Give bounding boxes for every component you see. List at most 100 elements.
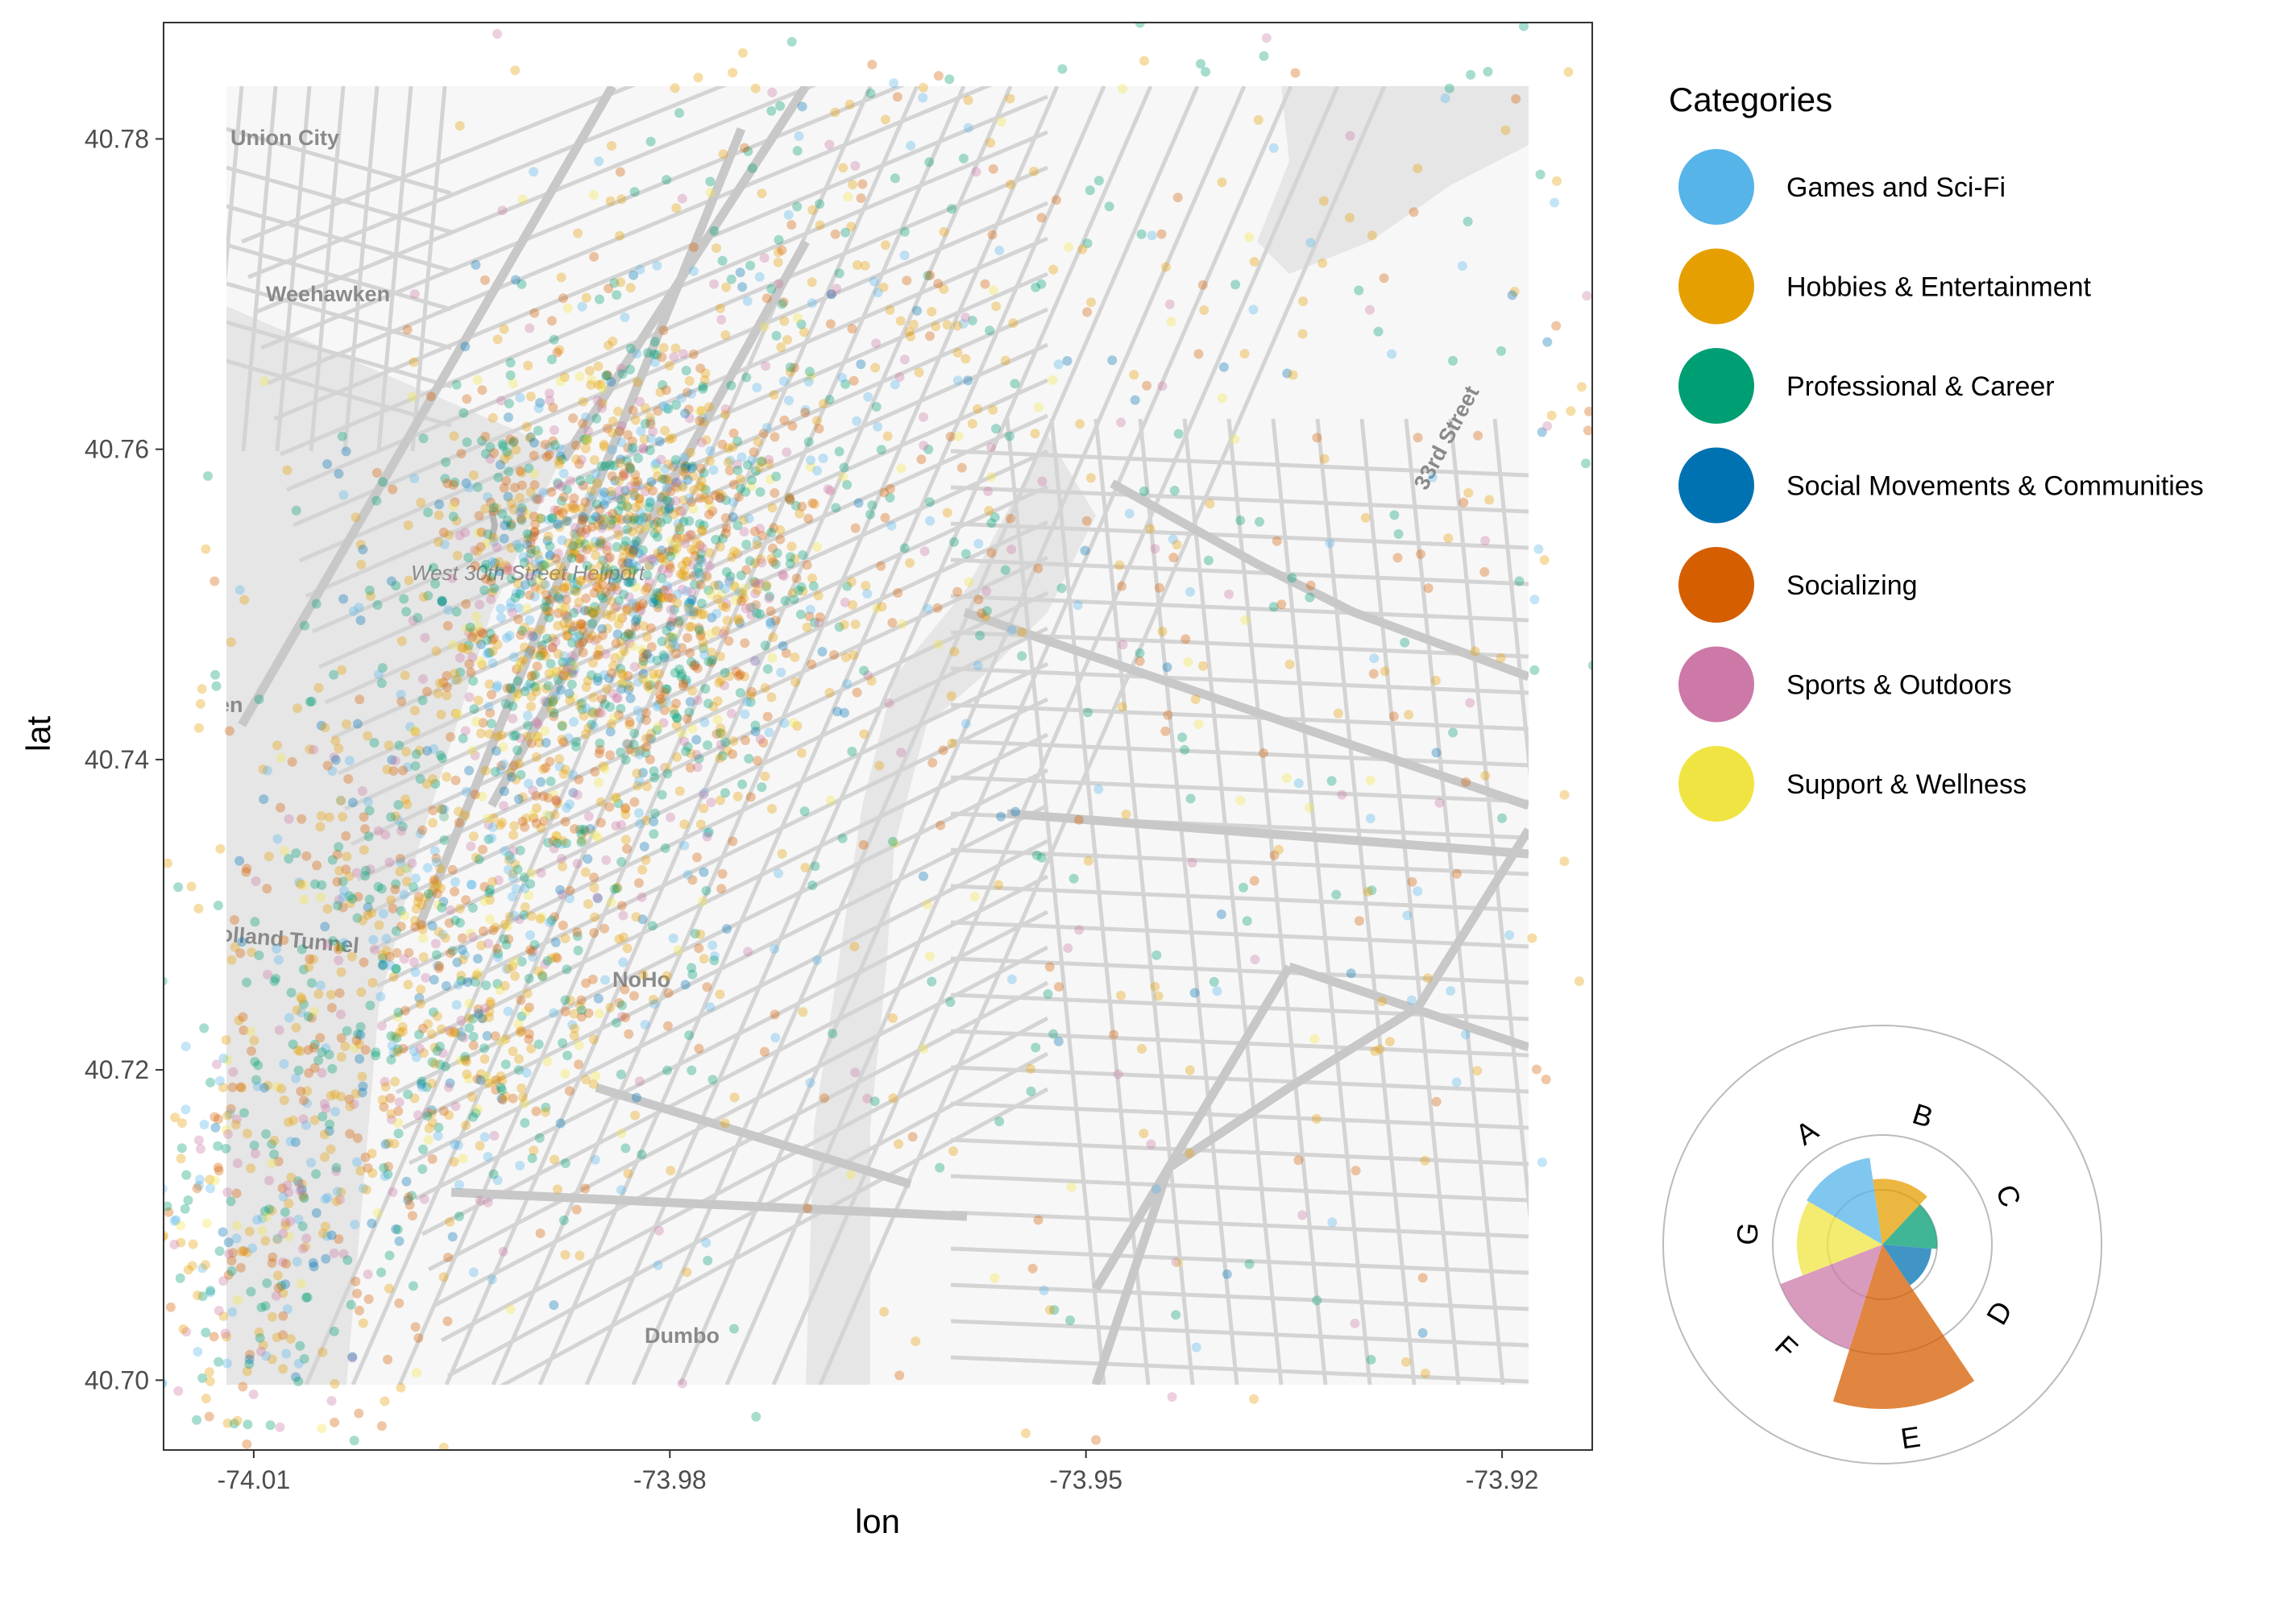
data-point (600, 648, 611, 659)
data-point (602, 423, 612, 433)
data-point (367, 977, 378, 988)
data-point (602, 541, 612, 551)
data-point (716, 740, 726, 750)
data-point (715, 492, 725, 503)
data-point (526, 911, 537, 922)
data-point (592, 478, 602, 488)
data-point (597, 630, 608, 640)
data-point (558, 508, 568, 518)
data-point (226, 637, 236, 648)
data-point (695, 579, 706, 590)
data-point (195, 698, 205, 709)
data-point (664, 560, 674, 570)
data-point (575, 371, 585, 382)
data-point (515, 392, 525, 403)
data-point (614, 426, 624, 437)
data-point (604, 512, 614, 522)
data-point (876, 445, 886, 455)
data-point (273, 1282, 284, 1293)
data-point (555, 594, 566, 604)
data-point (933, 71, 944, 81)
data-point (1157, 381, 1168, 392)
data-point (522, 720, 533, 731)
data-point (538, 764, 549, 774)
data-point (848, 375, 859, 386)
data-point (1156, 229, 1167, 239)
data-point (554, 509, 565, 520)
data-point (1135, 23, 1145, 28)
data-point (792, 201, 803, 212)
data-point (461, 478, 471, 488)
data-point (766, 284, 777, 294)
data-point (775, 101, 786, 111)
data-point (525, 432, 536, 442)
data-point (628, 641, 637, 652)
data-point (1368, 669, 1379, 679)
data-point (468, 1031, 479, 1042)
data-point (607, 471, 617, 481)
data-point (611, 638, 621, 648)
data-point (1026, 1063, 1035, 1074)
data-point (530, 545, 541, 556)
data-point (631, 912, 641, 922)
data-point (242, 864, 252, 874)
data-point (293, 1045, 303, 1055)
data-point (238, 1012, 248, 1022)
data-point (164, 1183, 168, 1194)
data-point (254, 1327, 264, 1337)
data-point (700, 368, 711, 379)
data-point (348, 606, 359, 616)
data-point (540, 959, 550, 969)
data-point (434, 1042, 445, 1052)
data-point (525, 537, 536, 548)
data-point (611, 821, 621, 831)
data-point (1546, 410, 1557, 420)
data-point (581, 292, 591, 303)
data-point (736, 483, 746, 494)
data-point (1305, 238, 1316, 248)
data-point (272, 1234, 283, 1245)
data-point (717, 728, 728, 739)
data-point (336, 795, 346, 806)
data-point (546, 316, 557, 326)
data-point (644, 503, 654, 512)
data-point (1171, 1257, 1181, 1267)
data-point (549, 1300, 559, 1311)
data-point (450, 1101, 461, 1112)
data-point (578, 480, 588, 491)
data-point (846, 577, 857, 587)
data-point (416, 1079, 426, 1089)
data-point (643, 681, 653, 691)
data-point (363, 831, 374, 842)
data-point (438, 527, 449, 537)
data-point (798, 1007, 808, 1017)
data-point (479, 563, 490, 574)
data-point (715, 795, 725, 806)
data-point (513, 1019, 524, 1030)
data-point (633, 677, 643, 687)
data-point (643, 348, 653, 358)
data-point (768, 632, 778, 642)
data-point (924, 951, 935, 962)
data-point (578, 626, 588, 636)
data-point (624, 462, 635, 473)
data-point (496, 460, 505, 470)
data-point (554, 570, 564, 580)
data-point (621, 501, 632, 512)
data-point (544, 441, 554, 452)
data-point (429, 846, 440, 856)
data-point (500, 919, 510, 930)
data-point (1346, 968, 1356, 979)
data-point (583, 605, 593, 615)
data-point (1365, 814, 1375, 823)
data-point (714, 489, 724, 499)
data-point (610, 652, 620, 663)
data-point (612, 629, 623, 640)
data-point (345, 1129, 355, 1139)
data-point (755, 734, 766, 744)
data-point (421, 1082, 432, 1092)
data-point (685, 648, 695, 658)
data-point (657, 636, 667, 647)
data-point (529, 649, 539, 660)
data-point (478, 844, 488, 855)
